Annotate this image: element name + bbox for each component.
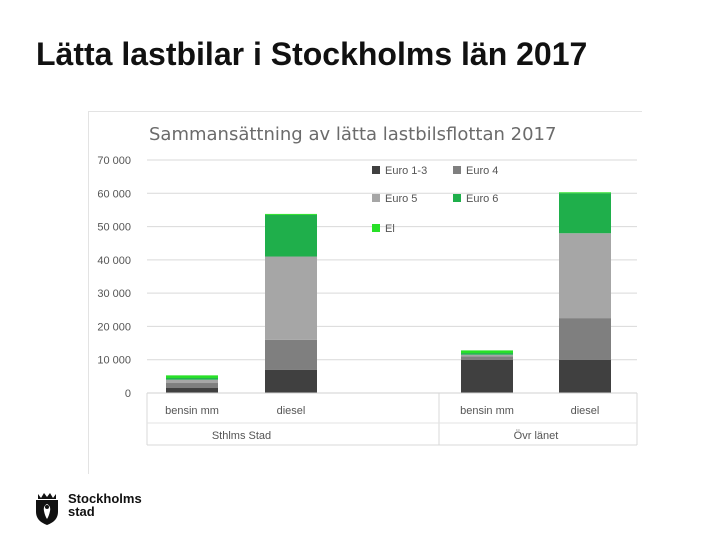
y-tick-label: 40 000 (97, 255, 131, 267)
y-axis-ticks: 0 10 000 20 000 30 000 40 000 50 000 60 000 70 … (97, 155, 131, 400)
bar-segment (265, 213, 317, 215)
x-tick-label: diesel (277, 405, 306, 417)
legend-item: Euro 4 (453, 165, 498, 177)
legend-item: Euro 6 (453, 193, 498, 205)
logo-text: Stockholms stad (68, 492, 148, 518)
stockholms-stad-logo: Stockholms stad (34, 492, 144, 528)
x-axis: bensin mm diesel bensin mm diesel Sthlms Sta… (146, 392, 638, 446)
legend-swatch (372, 224, 380, 232)
legend: Euro 1-3 Euro 4 Euro 5 Euro 6 El (372, 165, 498, 235)
legend-label: El (385, 223, 395, 235)
bar-segment (166, 379, 218, 384)
bars (166, 192, 611, 393)
bar-segment (559, 192, 611, 194)
bar-segment (461, 354, 513, 357)
bar-segment (559, 193, 611, 234)
bar-segment (166, 375, 218, 379)
y-tick-label: 60 000 (97, 188, 131, 200)
bar-segment (559, 233, 611, 319)
bar-segment (461, 356, 513, 360)
logo-line-2: stad (68, 504, 95, 519)
grid-lines (147, 159, 637, 394)
legend-label: Euro 6 (466, 193, 498, 205)
legend-item: El (372, 223, 395, 235)
logo-line-1: Stockholms (68, 491, 142, 506)
bar-stack (559, 192, 611, 393)
legend-swatch (372, 166, 380, 174)
x-tick-label: diesel (571, 405, 600, 417)
bar-segment (559, 359, 611, 393)
x-group-label: Övr länet (514, 430, 559, 442)
bar-stack (461, 350, 513, 393)
stockholm-crown-shield-icon (36, 493, 58, 525)
bar-segment (166, 388, 218, 393)
bar-segment (166, 383, 218, 389)
x-group-label: Sthlms Stad (212, 430, 271, 442)
bar-segment (166, 378, 218, 380)
bar-segment (559, 318, 611, 360)
legend-label: Euro 1-3 (385, 165, 427, 177)
bar-segment (265, 214, 317, 257)
y-tick-label: 50 000 (97, 222, 131, 234)
legend-swatch (453, 166, 461, 174)
bar-segment (461, 353, 513, 355)
bar-segment (265, 339, 317, 370)
legend-label: Euro 4 (466, 165, 498, 177)
legend-item: Euro 1-3 (372, 165, 427, 177)
y-tick-label: 70 000 (97, 155, 131, 167)
legend-swatch (453, 194, 461, 202)
legend-item: Euro 5 (372, 193, 417, 205)
y-tick-label: 10 000 (97, 355, 131, 367)
bar-segment (461, 359, 513, 393)
bar-stack (265, 213, 317, 393)
chart-panel: Sammansättning av lätta lastbilsflottan … (88, 111, 642, 474)
bar-segment (265, 369, 317, 393)
bar-segment (461, 350, 513, 354)
slide-title: Lätta lastbilar i Stockholms län 2017 (36, 36, 588, 72)
x-tick-label: bensin mm (165, 405, 219, 417)
chart-title: Sammansättning av lätta lastbilsflottan … (149, 124, 556, 145)
x-tick-label: bensin mm (460, 405, 514, 417)
y-tick-label: 30 000 (97, 288, 131, 300)
y-tick-label: 0 (125, 388, 131, 400)
stacked-bar-chart: Sammansättning av lätta lastbilsflottan … (97, 124, 638, 446)
y-tick-label: 20 000 (97, 321, 131, 333)
bar-stack (166, 375, 218, 393)
bar-segment (265, 256, 317, 340)
legend-label: Euro 5 (385, 193, 417, 205)
legend-swatch (372, 194, 380, 202)
